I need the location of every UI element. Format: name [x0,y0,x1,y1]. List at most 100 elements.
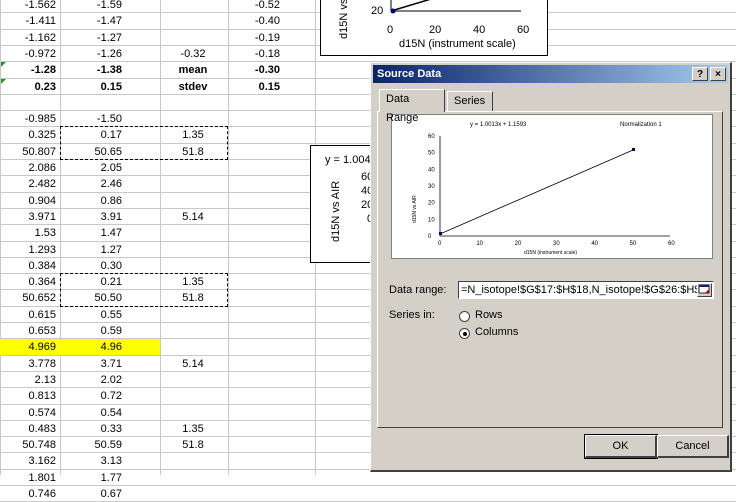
cell[interactable]: 0.574 [28,406,56,419]
cell[interactable]: 0.364 [28,276,56,289]
cell[interactable]: 3.13 [100,455,122,468]
cell[interactable]: 0.54 [100,406,122,419]
bg-top-x-tick: 60 [517,24,529,36]
cell[interactable]: 51.8 [182,145,204,158]
collapse-dialog-button[interactable] [697,283,712,297]
preview-y-tick: 30 [428,184,435,190]
cell[interactable]: 2.086 [28,162,56,174]
cell[interactable]: 50.59 [94,439,122,452]
cell[interactable]: -1.50 [96,113,122,126]
cell[interactable]: -0.985 [24,113,56,126]
cell[interactable]: 0.86 [100,194,122,207]
cell[interactable]: -0.52 [254,0,280,11]
tab-series[interactable]: Series [447,91,493,111]
cell[interactable]: -0.972 [24,47,56,60]
cell[interactable]: 1.35 [182,276,204,289]
cell[interactable]: 3.162 [28,455,56,468]
cell[interactable]: -1.411 [25,15,56,28]
cell[interactable]: 5.14 [182,210,204,223]
cell[interactable]: 0.325 [28,129,56,142]
bg-top-trendline [390,0,431,12]
data-range-input[interactable]: =N_isotope!$G$17:$H$18,N_isotope!$G$26:$… [458,281,714,299]
cell[interactable]: 0.653 [28,325,56,337]
gridline-horizontal [0,436,736,438]
gridline-horizontal [0,273,736,275]
cell[interactable]: 0.72 [100,390,122,403]
cell[interactable]: 0.384 [28,259,56,272]
cell[interactable]: -0.19 [254,31,280,44]
cell[interactable]: 0.23 [34,80,56,93]
cell[interactable]: 0.67 [100,488,122,500]
cell[interactable]: 50.50 [94,292,122,305]
cell[interactable]: 50.652 [22,292,56,305]
cell[interactable]: 1.801 [28,471,56,484]
cell[interactable]: 2.13 [34,373,56,386]
cell[interactable]: 1.77 [100,471,122,484]
cell[interactable]: 0.33 [100,422,122,435]
tab-data-range[interactable]: Data Range [379,89,445,124]
cell[interactable]: -1.47 [96,15,122,28]
cell[interactable]: 0.15 [100,80,122,93]
help-button[interactable]: ? [692,67,708,81]
close-button[interactable]: × [710,67,726,81]
cell[interactable]: 50.748 [22,439,56,452]
cell[interactable]: 3.71 [100,357,122,370]
cell[interactable]: 1.53 [34,227,56,240]
cell[interactable]: 0.813 [28,390,56,403]
cell[interactable]: 50.807 [22,145,56,158]
dialog-titlebar[interactable]: Source Data ? × [373,65,728,83]
cell[interactable]: 0.15 [258,80,280,93]
ok-button[interactable]: OK [584,434,658,459]
cell[interactable]: 0.17 [100,129,122,142]
cell[interactable]: 3.971 [28,210,56,223]
cell[interactable]: -1.26 [96,47,122,60]
cell[interactable]: 1.35 [182,422,204,435]
cell[interactable]: 1.47 [100,227,122,240]
cell[interactable]: 4.969 [28,341,56,354]
cell[interactable]: 3.778 [28,357,56,370]
cell[interactable]: -1.28 [30,64,56,77]
columns-radio[interactable] [459,328,470,339]
cell[interactable]: 1.293 [28,243,56,256]
cell[interactable]: 0.615 [28,308,56,321]
cell[interactable]: 0.30 [100,259,122,272]
gridline-horizontal [0,387,736,389]
cell[interactable]: -1.162 [24,31,56,44]
cell[interactable]: 2.05 [100,162,122,174]
background-chart-top[interactable]: 20 0 20 40 60 d15N (instrument scale) d1… [320,0,548,56]
cell[interactable]: 0.55 [100,308,122,321]
cell[interactable]: mean [178,64,208,77]
cell[interactable]: 2.46 [100,178,122,191]
cell[interactable]: 4.96 [100,341,122,354]
cell[interactable]: stdev [178,80,208,93]
preview-chart-plot: y = 1.0013x + 1.1593 Normalization 1 0 10… [412,122,675,256]
cell[interactable]: 0.21 [100,276,122,289]
cell[interactable]: -0.40 [254,15,280,28]
source-data-dialog[interactable]: Source Data ? × Data Range Series y = 1.… [370,62,732,472]
cell[interactable]: -1.38 [96,64,122,77]
cell[interactable]: 51.8 [182,439,204,452]
cell[interactable]: -0.18 [254,47,280,60]
rows-radio[interactable] [459,311,470,322]
columns-radio-label[interactable]: Columns [475,326,519,338]
cell[interactable]: 2.482 [28,178,56,191]
series-in-label: Series in: [389,309,435,321]
cell[interactable]: 51.8 [182,292,204,305]
cell[interactable]: 0.746 [28,488,56,500]
cancel-button[interactable]: Cancel [657,435,729,458]
cell[interactable]: -1.59 [96,0,122,11]
cell[interactable]: 5.14 [182,357,204,370]
rows-radio-label[interactable]: Rows [475,309,503,321]
cell[interactable]: 0.483 [28,422,56,435]
cell[interactable]: -1.27 [96,31,122,44]
cell[interactable]: 1.27 [100,243,122,256]
cell[interactable]: 3.91 [100,210,122,223]
cell[interactable]: -0.32 [180,47,206,60]
cell[interactable]: 0.59 [100,325,122,337]
cell[interactable]: 50.65 [94,145,122,158]
cell[interactable]: 2.02 [100,373,122,386]
cell[interactable]: 0.904 [28,194,56,207]
cell[interactable]: -1.562 [24,0,56,11]
cell[interactable]: -0.30 [254,64,280,77]
cell[interactable]: 1.35 [182,129,204,142]
